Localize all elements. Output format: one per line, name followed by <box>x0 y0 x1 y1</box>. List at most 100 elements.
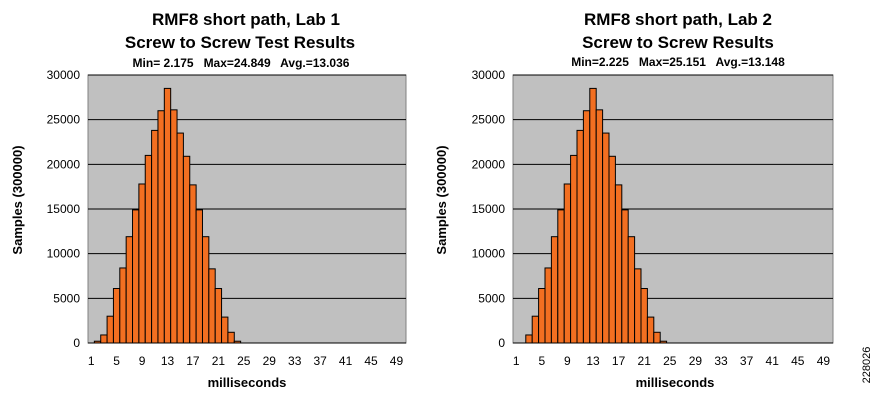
histogram-bar <box>659 340 668 344</box>
x-tick-label: 37 <box>313 354 327 368</box>
chart-title-line1: RMF8 short path, Lab 1 <box>152 10 340 29</box>
chart-title-line2: Screw to Screw Test Results <box>125 33 355 52</box>
chart-stats: Min= 2.175 Max=24.849 Avg.=13.036 <box>133 56 350 70</box>
y-tick-label: 25000 <box>472 113 506 127</box>
x-tick-label: 17 <box>186 354 200 368</box>
histogram-bar <box>227 331 235 344</box>
x-tick-label: 25 <box>237 354 251 368</box>
histogram-bar <box>195 209 203 344</box>
x-tick-label: 41 <box>339 354 353 368</box>
x-tick-label: 21 <box>638 354 652 368</box>
chart-title-line2: Screw to Screw Results <box>582 33 774 52</box>
histogram-bar <box>125 236 134 344</box>
histogram-bar <box>576 129 584 344</box>
histogram-bar <box>132 209 140 344</box>
histogram-bar <box>525 334 533 344</box>
y-axis-label: Samples (300000) <box>434 145 449 254</box>
histogram-bar <box>589 87 597 344</box>
x-tick-label: 13 <box>586 354 600 368</box>
histogram-bar <box>538 288 546 344</box>
histogram-bar <box>221 316 229 344</box>
histogram-bar <box>646 316 655 344</box>
y-tick-label: 15000 <box>47 202 81 216</box>
histogram-bar <box>151 129 159 344</box>
histogram-bar <box>563 183 572 344</box>
x-tick-label: 33 <box>288 354 302 368</box>
chart-title-line1: RMF8 short path, Lab 2 <box>584 10 772 29</box>
histogram-bar <box>621 209 629 344</box>
histogram-bar <box>119 267 127 344</box>
histogram-bar <box>93 340 102 344</box>
y-tick-label: 15000 <box>472 202 506 216</box>
histogram-bar <box>233 340 242 344</box>
histogram-bar <box>627 236 636 344</box>
x-tick-label: 49 <box>390 354 404 368</box>
histogram-bar <box>214 288 223 344</box>
histogram-bar <box>582 110 591 344</box>
histogram-bar <box>208 268 216 344</box>
y-tick-label: 10000 <box>472 247 506 261</box>
bar-series <box>525 87 668 344</box>
y-tick-label: 20000 <box>472 157 506 171</box>
histogram-bar <box>550 236 559 344</box>
histogram-bar <box>138 183 146 344</box>
histogram-bar <box>634 268 642 344</box>
y-tick-label: 30000 <box>472 68 506 82</box>
histogram-bar <box>163 87 172 344</box>
histogram-bar <box>144 154 153 344</box>
y-tick-label: 10000 <box>47 247 81 261</box>
histogram-bar <box>608 155 616 344</box>
x-tick-label: 1 <box>513 354 520 368</box>
y-tick-labels: 0 5000 10000 15000 20000 25000 30000 <box>47 68 81 350</box>
histogram-bar <box>112 288 121 344</box>
histogram-bar <box>614 184 623 344</box>
x-tick-labels: 1 5 9 13 17 21 25 29 33 37 41 45 49 <box>513 354 831 368</box>
x-tick-label: 25 <box>663 354 677 368</box>
chart-stats: Min=2.225 Max=25.151 Avg.=13.148 <box>571 55 785 69</box>
x-tick-label: 29 <box>689 354 703 368</box>
x-tick-label: 17 <box>612 354 626 368</box>
histogram-bar <box>570 154 578 344</box>
x-tick-labels: 1 5 9 13 17 21 25 29 33 37 41 45 49 <box>88 354 404 368</box>
y-tick-label: 0 <box>73 336 80 350</box>
histogram-bar <box>189 184 197 344</box>
chart-lab2: RMF8 short path, Lab 2 Screw to Screw Re… <box>434 10 834 390</box>
histogram-bar <box>557 209 565 344</box>
y-tick-label: 5000 <box>53 291 80 305</box>
chart-lab1: RMF8 short path, Lab 1 Screw to Screw Te… <box>10 10 407 390</box>
histogram-bar <box>544 267 552 344</box>
x-tick-label: 33 <box>714 354 728 368</box>
histogram-bar <box>170 109 178 344</box>
y-tick-label: 20000 <box>47 157 81 171</box>
x-axis-label: milliseconds <box>636 375 715 390</box>
figure-id: 228026 <box>861 347 873 384</box>
x-tick-label: 29 <box>263 354 277 368</box>
bar-series <box>93 87 242 344</box>
x-tick-label: 5 <box>113 354 120 368</box>
x-axis-label: milliseconds <box>208 375 287 390</box>
y-tick-label: 25000 <box>47 113 81 127</box>
x-tick-label: 9 <box>564 354 571 368</box>
histogram-bar <box>640 288 648 344</box>
x-tick-label: 45 <box>791 354 805 368</box>
y-axis-label: Samples (300000) <box>10 145 25 254</box>
histogram-bar <box>653 331 661 344</box>
histogram-bar <box>182 155 191 344</box>
x-tick-label: 37 <box>740 354 754 368</box>
x-tick-label: 5 <box>538 354 545 368</box>
x-tick-label: 13 <box>161 354 175 368</box>
histogram-bar <box>100 334 108 344</box>
histogram-bar <box>595 109 604 344</box>
x-tick-label: 49 <box>817 354 831 368</box>
y-tick-label: 0 <box>498 336 505 350</box>
x-tick-label: 21 <box>212 354 226 368</box>
histogram-bar <box>602 132 610 344</box>
x-tick-label: 41 <box>766 354 780 368</box>
y-tick-label: 5000 <box>478 291 505 305</box>
histogram-bar <box>157 110 165 344</box>
histogram-bar <box>176 132 184 344</box>
x-tick-label: 45 <box>364 354 378 368</box>
x-tick-label: 1 <box>88 354 95 368</box>
y-tick-label: 30000 <box>47 68 81 82</box>
histogram-bar <box>106 315 114 344</box>
